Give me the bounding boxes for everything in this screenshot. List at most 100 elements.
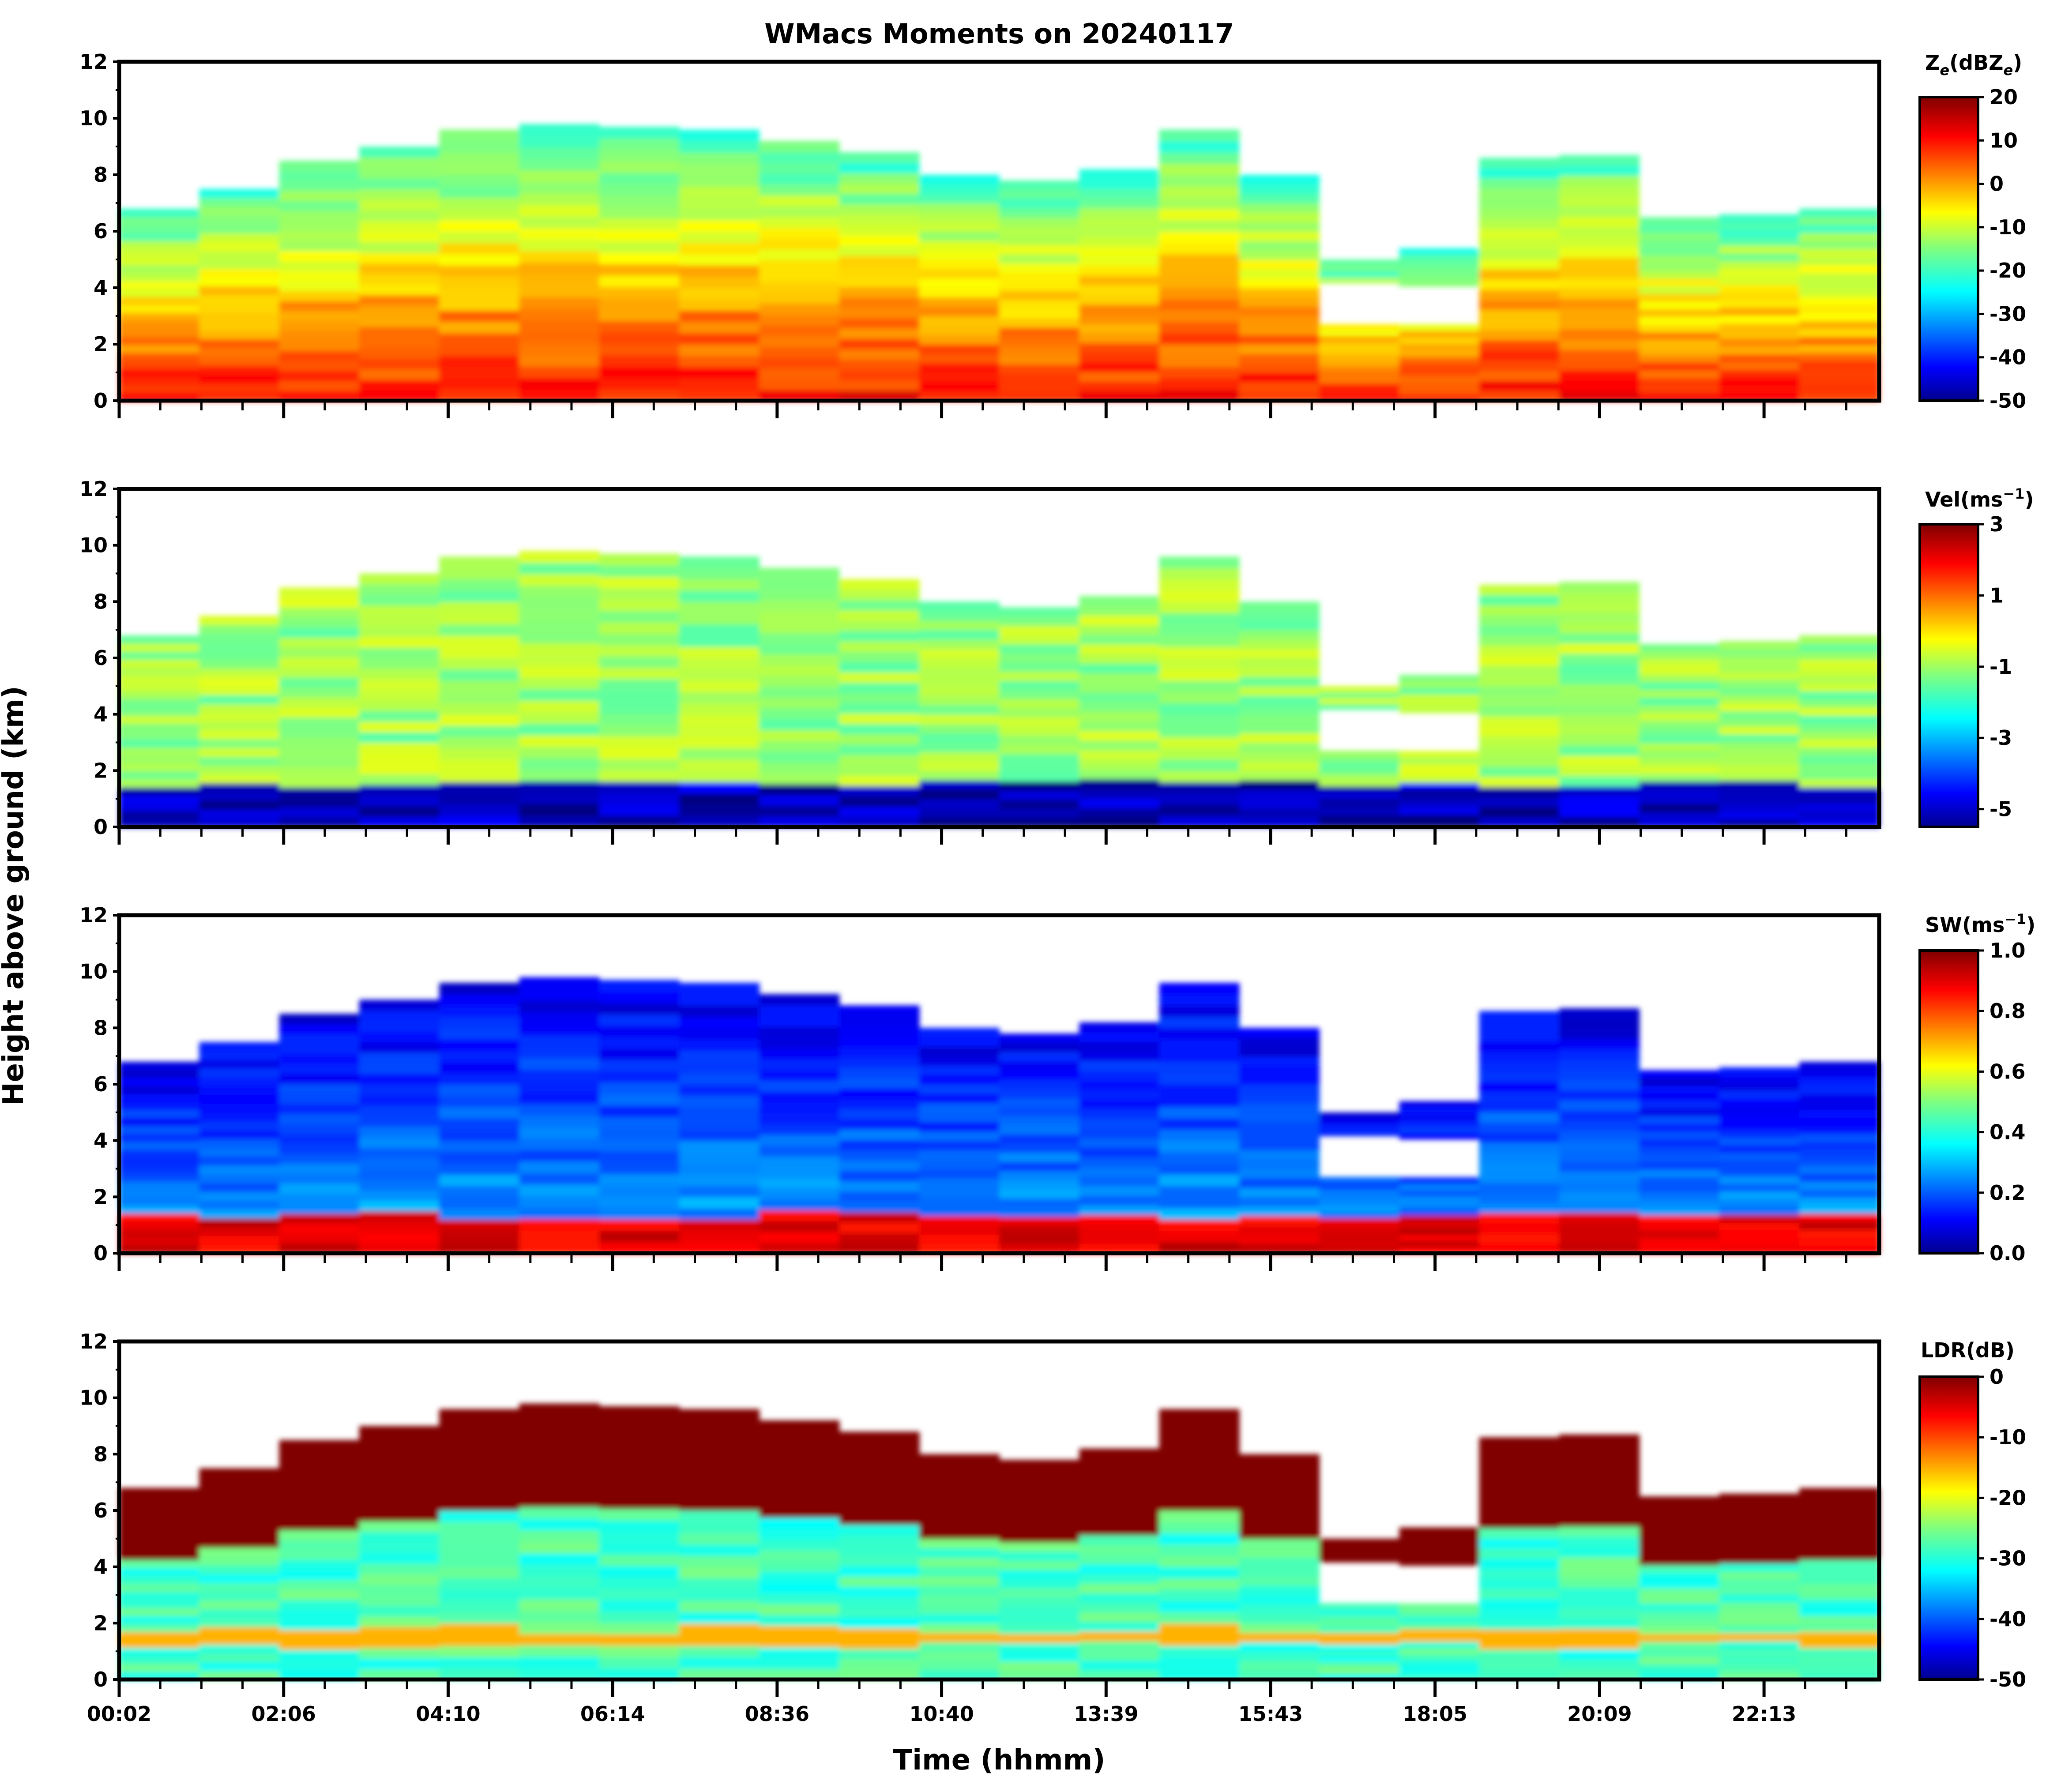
field-cell (1159, 333, 1240, 345)
field-cell (279, 697, 360, 708)
field-cell (1079, 692, 1160, 703)
field-cell (1399, 1546, 1480, 1553)
field-cell (999, 355, 1080, 364)
field-cell (1799, 723, 1880, 732)
field-cell (919, 808, 1000, 818)
field-cell (519, 1081, 600, 1093)
field-cell (359, 1232, 440, 1243)
field-cell (839, 589, 920, 601)
field-cell (119, 1623, 200, 1632)
field-cell (279, 1559, 360, 1570)
field-cell (1079, 1051, 1160, 1061)
field-cell (1799, 1544, 1880, 1552)
field-cell (999, 217, 1080, 227)
field-cell (1559, 673, 1640, 684)
field-cell (1159, 714, 1240, 726)
field-cell (1479, 188, 1560, 199)
field-cell (1559, 155, 1640, 166)
field-cell (759, 632, 840, 644)
field-cell (1319, 686, 1400, 693)
field-cell (519, 1461, 600, 1473)
field-cell (1319, 1668, 1400, 1674)
field-cell (1559, 1212, 1640, 1223)
field-cell (1639, 720, 1720, 729)
field-cell (1239, 1103, 1320, 1113)
field-cell (1639, 355, 1720, 363)
field-cell (1079, 1089, 1160, 1100)
field-cell (1799, 1520, 1880, 1529)
field-cell (1079, 702, 1160, 712)
field-cell (919, 1491, 1000, 1502)
field-cell (439, 163, 520, 175)
field-cell (1559, 1151, 1640, 1162)
field-cell (439, 333, 520, 345)
field-cell (839, 1597, 920, 1608)
field-cell (1719, 237, 1800, 246)
field-cell (1319, 1603, 1400, 1610)
field-cell (1079, 1583, 1160, 1593)
field-cell (119, 1584, 200, 1593)
field-cell (1479, 1447, 1560, 1458)
field-cell (759, 1463, 840, 1475)
field-cell (599, 320, 680, 333)
field-cell (519, 723, 600, 736)
field-cell (199, 1521, 280, 1530)
field-cell (1719, 292, 1800, 301)
field-cell (199, 1529, 280, 1539)
y-tick-label: 10 (79, 106, 108, 130)
field-cell (359, 1116, 440, 1127)
y-tick-label: 2 (94, 759, 108, 782)
field-cell (519, 1610, 600, 1623)
field-cell (1799, 635, 1880, 644)
field-cell (1159, 1219, 1240, 1231)
field-cell (1799, 1528, 1880, 1537)
field-cell (1719, 757, 1800, 766)
field-cell (519, 204, 600, 217)
field-cell (1319, 259, 1400, 266)
field-cell (359, 1094, 440, 1106)
y-tick-label: 10 (79, 533, 108, 557)
field-cell (1639, 1527, 1720, 1535)
field-cell (759, 1102, 840, 1113)
field-cell (1079, 342, 1160, 353)
field-cell (1799, 1567, 1880, 1576)
field-cell (1319, 365, 1400, 372)
field-cell (439, 355, 520, 368)
field-cell (439, 1005, 520, 1017)
field-cell (1079, 596, 1160, 606)
field-cell (199, 383, 280, 392)
field-cell (279, 817, 360, 827)
field-cell (199, 1147, 280, 1157)
field-cell (1559, 1597, 1640, 1608)
field-cell (439, 231, 520, 243)
field-cell (1799, 731, 1880, 740)
field-cell (919, 620, 1000, 631)
field-cell (839, 1504, 920, 1515)
field-cell (279, 1659, 360, 1670)
field-cell (1639, 316, 1720, 325)
field-cell (679, 781, 760, 794)
field-cell (839, 1005, 920, 1016)
field-cell (1239, 676, 1320, 687)
field-cell (839, 328, 920, 339)
field-cell (199, 1627, 280, 1636)
field-cell (359, 1179, 440, 1191)
field-cell (1639, 1116, 1720, 1124)
field-cell (679, 1567, 760, 1579)
field-cell (1239, 723, 1320, 734)
field-cell (599, 1105, 680, 1117)
field-cell (359, 1105, 440, 1116)
field-cell (1559, 308, 1640, 319)
field-cell (519, 135, 600, 147)
field-cell (1399, 349, 1480, 357)
field-cell (1639, 1649, 1720, 1657)
field-cell (599, 1207, 680, 1220)
field-cell (1079, 711, 1160, 722)
field-cell (759, 173, 840, 185)
field-cell (1079, 625, 1160, 635)
field-cell (1399, 1221, 1480, 1228)
field-cell (1239, 611, 1320, 621)
field-cell (919, 1225, 1000, 1235)
field-cell (759, 1123, 840, 1135)
field-cell (839, 1566, 920, 1577)
